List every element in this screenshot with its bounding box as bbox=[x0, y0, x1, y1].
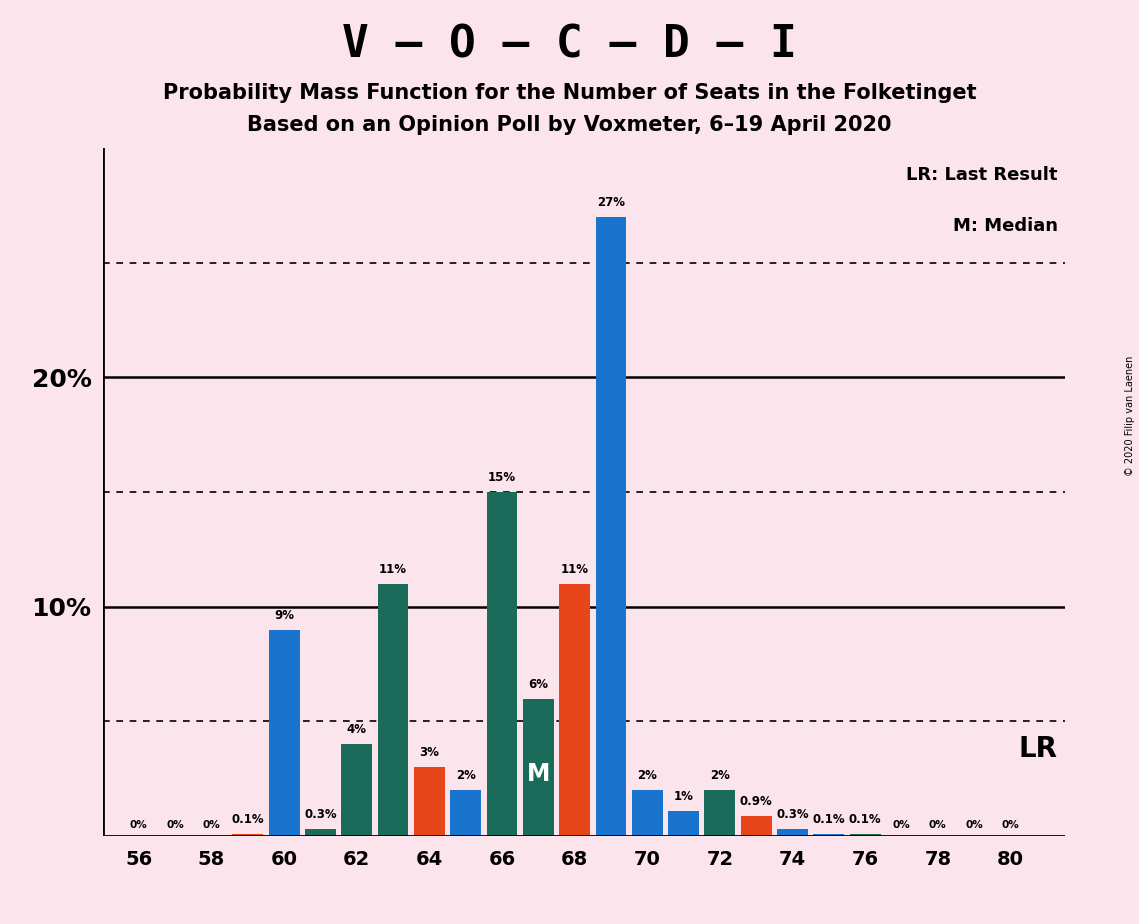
Bar bbox=[669, 811, 699, 836]
Bar bbox=[777, 830, 808, 836]
Text: 11%: 11% bbox=[379, 563, 407, 576]
Text: 2%: 2% bbox=[456, 770, 476, 783]
Text: 6%: 6% bbox=[528, 677, 548, 690]
Text: 0%: 0% bbox=[130, 821, 148, 831]
Bar bbox=[523, 699, 554, 836]
Text: © 2020 Filip van Laenen: © 2020 Filip van Laenen bbox=[1125, 356, 1134, 476]
Text: M: Median: M: Median bbox=[952, 217, 1058, 235]
Bar bbox=[305, 830, 336, 836]
Text: 2%: 2% bbox=[710, 770, 730, 783]
Text: LR: Last Result: LR: Last Result bbox=[907, 166, 1058, 184]
Bar bbox=[232, 834, 263, 836]
Text: 0.3%: 0.3% bbox=[304, 808, 337, 821]
Bar bbox=[269, 630, 300, 836]
Bar bbox=[486, 492, 517, 836]
Bar bbox=[813, 834, 844, 836]
Text: 3%: 3% bbox=[419, 747, 440, 760]
Bar bbox=[559, 584, 590, 836]
Bar bbox=[342, 745, 372, 836]
Bar bbox=[740, 816, 772, 836]
Text: Probability Mass Function for the Number of Seats in the Folketinget: Probability Mass Function for the Number… bbox=[163, 83, 976, 103]
Text: 0%: 0% bbox=[166, 821, 185, 831]
Bar bbox=[632, 790, 663, 836]
Text: LR: LR bbox=[1018, 735, 1058, 763]
Text: V – O – C – D – I: V – O – C – D – I bbox=[342, 23, 797, 67]
Bar bbox=[378, 584, 409, 836]
Text: 27%: 27% bbox=[597, 196, 625, 209]
Text: 9%: 9% bbox=[274, 609, 294, 622]
Text: 0.3%: 0.3% bbox=[777, 808, 809, 821]
Text: 1%: 1% bbox=[673, 790, 694, 803]
Text: 0.9%: 0.9% bbox=[740, 795, 772, 808]
Text: 2%: 2% bbox=[638, 770, 657, 783]
Bar bbox=[413, 767, 445, 836]
Bar bbox=[850, 834, 880, 836]
Text: Based on an Opinion Poll by Voxmeter, 6–19 April 2020: Based on an Opinion Poll by Voxmeter, 6–… bbox=[247, 115, 892, 135]
Bar bbox=[596, 217, 626, 836]
Bar bbox=[705, 790, 736, 836]
Text: 0.1%: 0.1% bbox=[231, 813, 264, 826]
Text: M: M bbox=[526, 762, 550, 786]
Text: 11%: 11% bbox=[560, 563, 589, 576]
Text: 15%: 15% bbox=[487, 471, 516, 484]
Bar bbox=[450, 790, 481, 836]
Text: 0%: 0% bbox=[893, 821, 910, 831]
Text: 0%: 0% bbox=[929, 821, 947, 831]
Text: 0%: 0% bbox=[1001, 821, 1019, 831]
Text: 0%: 0% bbox=[203, 821, 220, 831]
Text: 0%: 0% bbox=[965, 821, 983, 831]
Text: 0.1%: 0.1% bbox=[849, 813, 882, 826]
Text: 0.1%: 0.1% bbox=[812, 813, 845, 826]
Text: 4%: 4% bbox=[346, 723, 367, 736]
